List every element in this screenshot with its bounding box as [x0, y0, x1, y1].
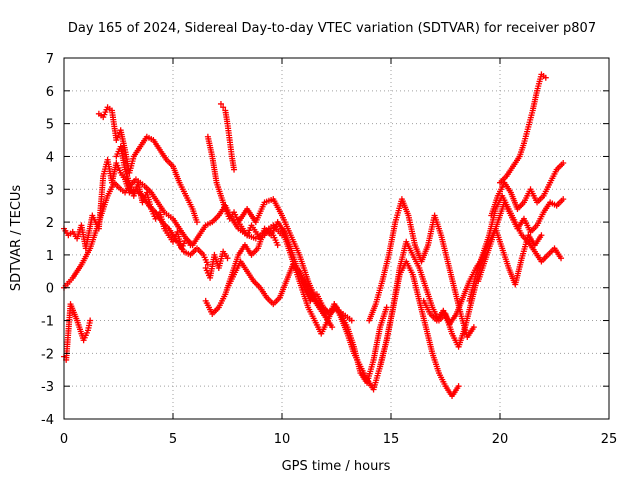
series-track-2 — [61, 156, 211, 268]
data-point-markers — [497, 71, 549, 186]
data-point-markers — [95, 104, 200, 226]
x-axis-label: GPS time / hours — [282, 459, 391, 474]
data-point-markers — [488, 160, 567, 219]
series-track-4 — [95, 104, 200, 226]
data-point-markers — [217, 100, 238, 173]
y-tick-label: 0 — [46, 282, 54, 297]
series-track-5 — [113, 143, 194, 252]
series-track-18 — [475, 196, 567, 285]
data-point-markers — [475, 196, 567, 285]
x-tick-label: 10 — [274, 432, 291, 447]
data-point-markers — [113, 143, 194, 252]
data-point-markers — [202, 248, 231, 281]
x-tick-label: 20 — [492, 432, 509, 447]
y-tick-label: 7 — [46, 52, 54, 67]
chart-title: Day 165 of 2024, Sidereal Day-to-day VTE… — [68, 21, 596, 36]
y-tick-label: 4 — [46, 150, 54, 165]
series-track-6 — [202, 248, 231, 281]
y-tick-label: 6 — [46, 85, 54, 100]
series-track-8 — [217, 100, 238, 173]
data-point-markers — [61, 156, 211, 268]
x-tick-label: 5 — [169, 432, 177, 447]
y-tick-label: -2 — [41, 347, 54, 362]
grid-lines — [64, 58, 609, 419]
data-marks — [61, 71, 567, 400]
y-axis-label: SDTVAR / TECUs — [9, 185, 24, 292]
y-tick-label: -1 — [41, 315, 54, 330]
y-tick-label: -3 — [41, 380, 54, 395]
axis-ticks: 0 5 10 15 20 25 -4 -3 -2 -1 0 1 2 3 4 5 6 7 — [41, 52, 617, 447]
series-track-20 — [497, 71, 549, 186]
y-tick-label: -4 — [41, 413, 54, 428]
plot-frame — [63, 57, 610, 420]
y-tick-label: 3 — [46, 183, 54, 198]
x-tick-label: 0 — [60, 432, 68, 447]
x-tick-label: 15 — [383, 432, 400, 447]
x-tick-label: 25 — [601, 432, 618, 447]
y-tick-label: 5 — [46, 118, 54, 133]
series-track-19 — [488, 160, 567, 219]
y-tick-label: 2 — [46, 216, 54, 231]
y-tick-label: 1 — [46, 249, 54, 264]
